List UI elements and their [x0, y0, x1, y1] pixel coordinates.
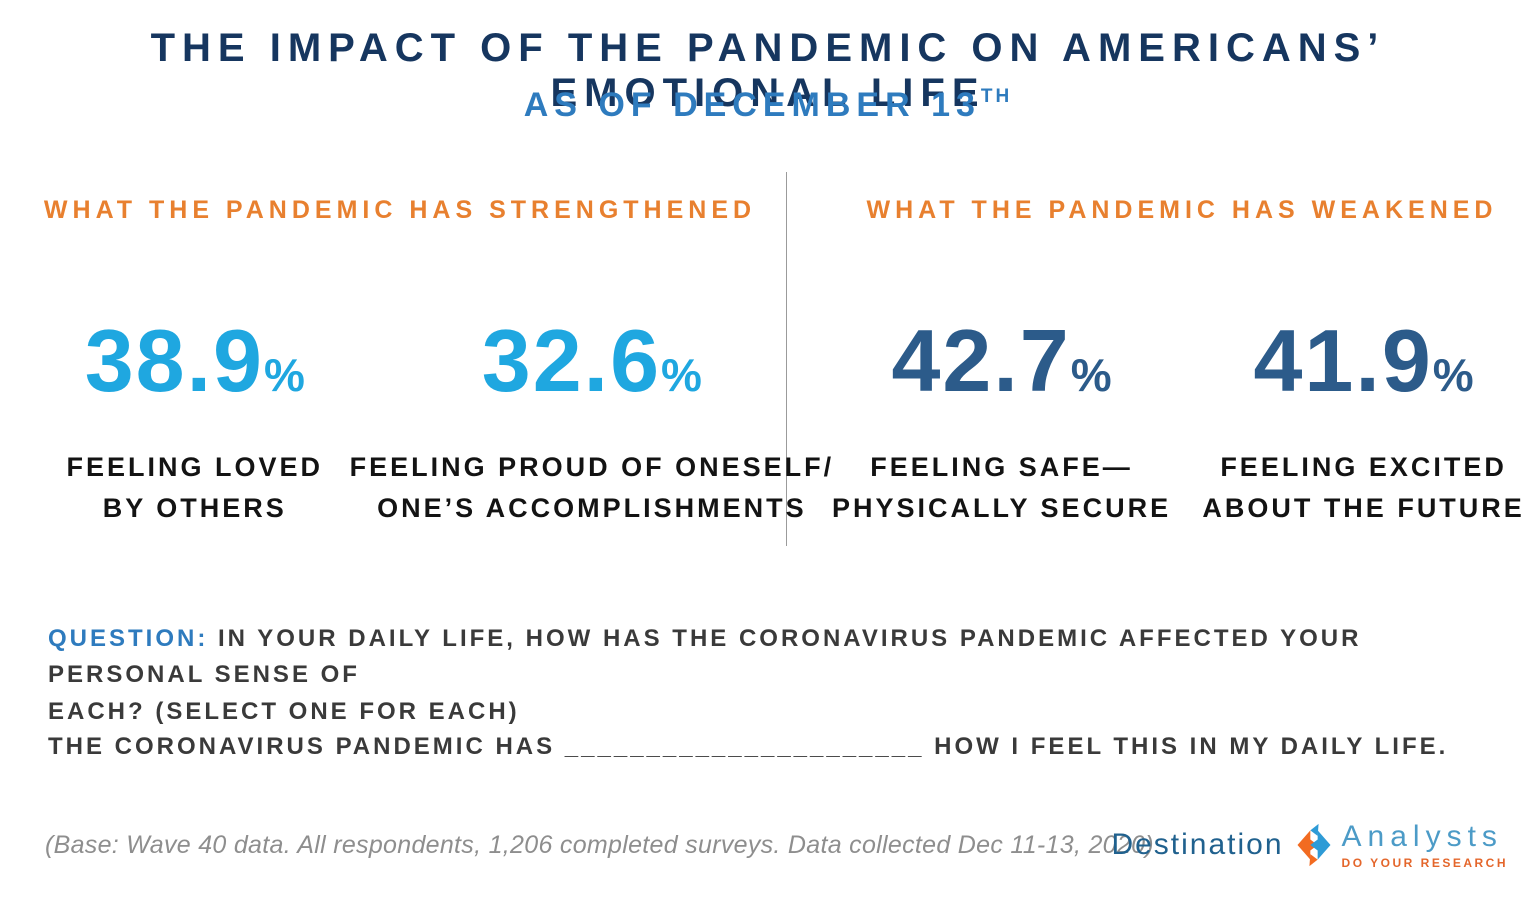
survey-statement: THE CORONAVIRUS PANDEMIC HAS ___________… — [48, 733, 1449, 760]
stat-feeling-excited: 41.9% FEELING EXCITED ABOUT THE FUTURE — [1171, 317, 1536, 529]
stat-label-line2: BY OTHERS — [102, 493, 287, 524]
stat-label: FEELING PROUD OF ONESELF/ ONE’S ACCOMPLI… — [350, 447, 835, 529]
percent-sign: % — [1432, 349, 1474, 401]
stat-label-line2: ONE’S ACCOMPLISHMENTS — [377, 493, 807, 524]
section-weakened: WHAT THE PANDEMIC HAS WEAKENED 42.7% FEE… — [832, 196, 1532, 529]
percent-sign: % — [661, 349, 702, 401]
question-text-line1: IN YOUR DAILY LIFE, HOW HAS THE CORONAVI… — [48, 625, 1362, 689]
question-text-line2: EACH? (SELECT ONE FOR EACH) — [48, 697, 520, 725]
section-heading-weakened: WHAT THE PANDEMIC HAS WEAKENED — [866, 196, 1498, 224]
stat-label: FEELING EXCITED ABOUT THE FUTURE — [1171, 447, 1536, 529]
stat-feeling-proud: 32.6% FEELING PROUD OF ONESELF/ ONE’S AC… — [350, 317, 835, 529]
subtitle-superscript: TH — [980, 86, 1013, 107]
stats-row-weakened: 42.7% FEELING SAFE— PHYSICALLY SECURE 41… — [832, 317, 1532, 529]
percent-sign: % — [1070, 349, 1112, 401]
section-divider — [786, 172, 787, 546]
logo-word-analysts: Analysts — [1341, 820, 1503, 853]
base-footnote: (Base: Wave 40 data. All respondents, 1,… — [45, 831, 1154, 859]
stat-number: 38.9 — [84, 311, 264, 410]
stat-value: 32.6% — [350, 317, 835, 405]
stat-label: FEELING LOVED BY OTHERS — [40, 447, 350, 529]
section-heading-strengthened: WHAT THE PANDEMIC HAS STRENGTHENED — [43, 196, 757, 224]
stat-number: 41.9 — [1253, 311, 1433, 410]
stat-label-line1: FEELING LOVED — [66, 452, 324, 482]
section-strengthened: WHAT THE PANDEMIC HAS STRENGTHENED 38.9%… — [40, 196, 832, 529]
logo-word-destination: Destination — [1111, 828, 1284, 861]
subtitle-text: AS OF DECEMBER 13 — [523, 86, 981, 124]
stat-value: 38.9% — [40, 317, 350, 405]
survey-question: QUESTION: IN YOUR DAILY LIFE, HOW HAS TH… — [48, 621, 1468, 730]
stat-feeling-loved: 38.9% FEELING LOVED BY OTHERS — [40, 317, 350, 529]
stat-label-line1: FEELING SAFE— — [870, 452, 1133, 482]
page-subtitle: AS OF DECEMBER 13TH — [0, 86, 1536, 125]
stat-feeling-safe: 42.7% FEELING SAFE— PHYSICALLY SECURE — [832, 317, 1171, 529]
stat-number: 42.7 — [891, 311, 1071, 410]
page-title: THE IMPACT OF THE PANDEMIC ON AMERICANS’… — [150, 26, 1386, 115]
stat-value: 42.7% — [832, 317, 1171, 405]
stat-label-line2: ABOUT THE FUTURE — [1202, 493, 1525, 524]
logo-tagline: DO YOUR RESEARCH — [1341, 856, 1508, 870]
stats-row-strengthened: 38.9% FEELING LOVED BY OTHERS 32.6% FEEL… — [40, 317, 832, 529]
stat-value: 41.9% — [1171, 317, 1536, 405]
stat-label: FEELING SAFE— PHYSICALLY SECURE — [832, 447, 1171, 529]
stat-label-line2: PHYSICALLY SECURE — [832, 493, 1172, 524]
logo-right-block: Analysts DO YOUR RESEARCH — [1342, 820, 1508, 870]
stat-number: 32.6 — [481, 311, 662, 410]
diamond-logo-icon — [1297, 823, 1331, 867]
question-label: QUESTION: — [48, 625, 209, 652]
percent-sign: % — [263, 349, 305, 401]
stat-label-line1: FEELING PROUD OF ONESELF/ — [349, 452, 835, 482]
stat-label-line1: FEELING EXCITED — [1220, 452, 1507, 482]
destination-analysts-logo: Destination Analysts DO YOUR RESEARCH — [1111, 820, 1508, 870]
